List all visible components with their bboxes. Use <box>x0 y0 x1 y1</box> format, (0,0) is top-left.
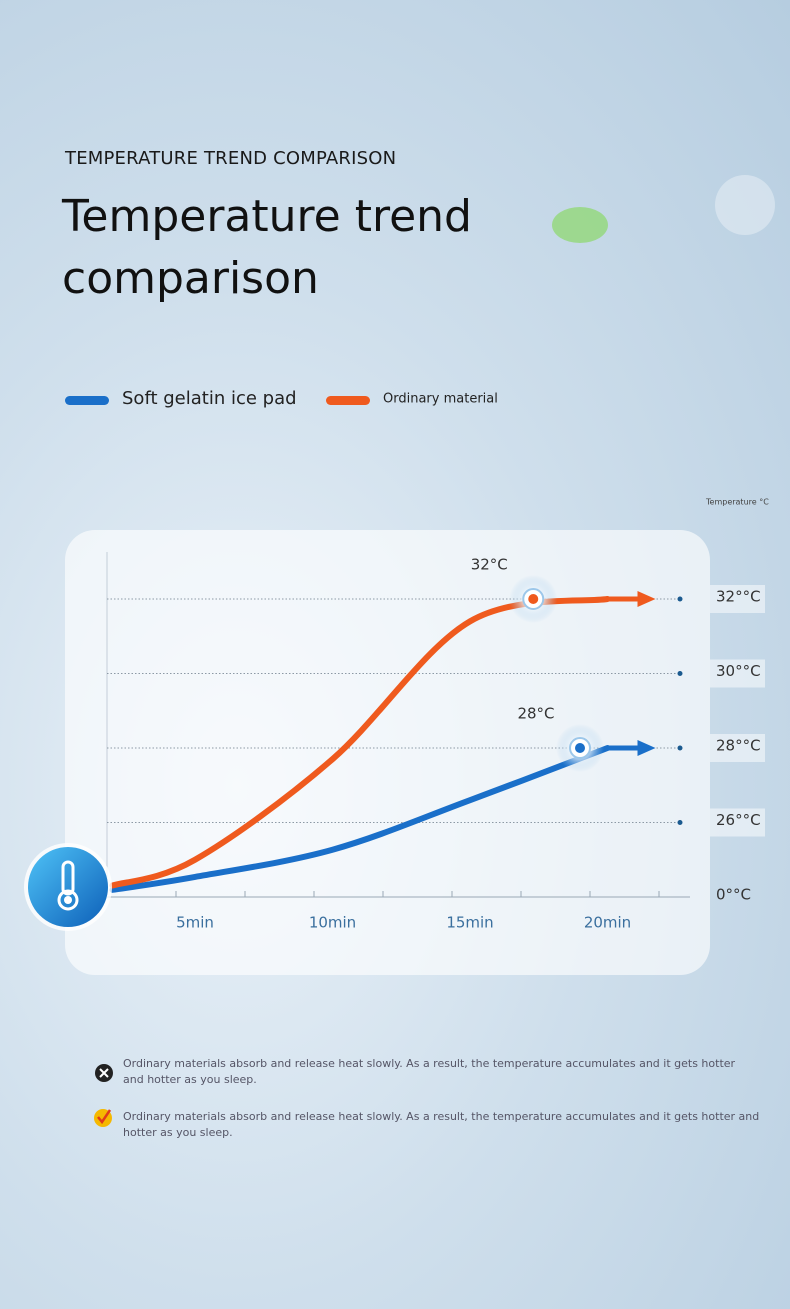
y-tick-label: 26°°C <box>716 811 761 829</box>
arrow-head <box>637 591 656 607</box>
x-tick-label: 20min <box>584 914 631 932</box>
tick-label-bg <box>710 659 765 688</box>
legend-swatch <box>326 396 370 405</box>
icon-glyph <box>57 889 79 911</box>
title: Temperature trend comparison <box>62 191 472 304</box>
icon-glyph <box>64 896 72 904</box>
y-axis-label: Temperature °C <box>705 498 769 507</box>
icon <box>28 847 108 927</box>
tick-dot <box>677 671 683 676</box>
annotation: 28°C <box>517 705 554 723</box>
note-icon-cross <box>99 1068 109 1078</box>
tick-dot <box>677 745 683 751</box>
decoration <box>715 175 775 235</box>
tick-dot <box>677 596 683 602</box>
y-tick-label: 28°°C <box>716 737 761 755</box>
series-line <box>109 745 611 893</box>
tick-dot <box>677 820 683 825</box>
chart-card <box>65 530 710 975</box>
marker-dot <box>575 743 585 753</box>
note: Ordinary materials absorb and release he… <box>123 1057 736 1086</box>
x-tick-label: 5min <box>176 914 214 932</box>
tick-label-bg <box>710 734 765 762</box>
y-tick-label: 32°°C <box>716 588 761 606</box>
kicker: TEMPERATURE TREND COMPARISON <box>65 148 397 169</box>
legend-label: Soft gelatin ice pad <box>122 388 297 409</box>
marker-dot <box>528 594 539 604</box>
tick-label-bg <box>710 585 765 613</box>
legend-swatch <box>65 396 109 405</box>
tick-label-bg <box>710 808 765 837</box>
x-tick-label: 10min <box>309 914 356 932</box>
icon-glyph <box>61 860 75 896</box>
decoration <box>552 207 608 243</box>
arrow-head <box>637 740 656 756</box>
note: Ordinary materials absorb and release he… <box>123 1110 760 1139</box>
note-icon-check <box>97 1109 112 1125</box>
y-tick-label: 0°°C <box>716 886 751 904</box>
legend-label: Ordinary material <box>383 392 498 407</box>
y-tick-label: 30°°C <box>716 662 761 680</box>
x-tick-label: 15min <box>446 914 493 932</box>
annotation: 32°C <box>471 556 508 574</box>
